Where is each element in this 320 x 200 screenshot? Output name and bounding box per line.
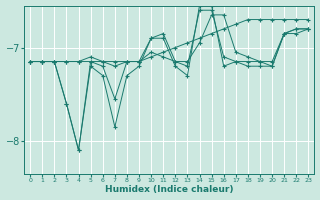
X-axis label: Humidex (Indice chaleur): Humidex (Indice chaleur) <box>105 185 234 194</box>
